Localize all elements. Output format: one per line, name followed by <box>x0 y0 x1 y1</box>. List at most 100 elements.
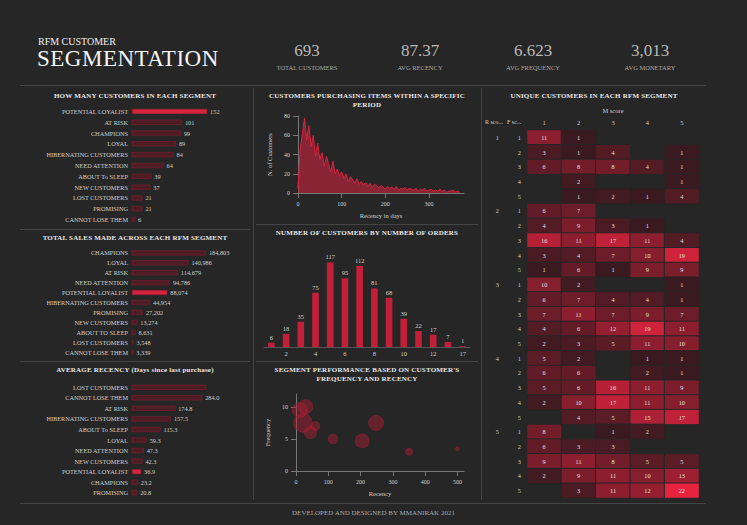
svg-text:CANNOT LOSE THEM: CANNOT LOSE THEM <box>65 216 128 223</box>
svg-text:20: 20 <box>284 171 290 177</box>
svg-text:140,986: 140,986 <box>191 259 211 266</box>
svg-text:40: 40 <box>284 152 290 158</box>
svg-text:1: 1 <box>680 296 683 303</box>
svg-text:100: 100 <box>324 479 333 485</box>
svg-text:7: 7 <box>680 311 683 318</box>
svg-text:89: 89 <box>179 140 185 147</box>
svg-text:2: 2 <box>284 350 287 357</box>
svg-text:10: 10 <box>575 399 581 406</box>
svg-text:5: 5 <box>518 266 521 273</box>
svg-text:8: 8 <box>543 428 546 435</box>
svg-text:115.3: 115.3 <box>163 426 177 433</box>
svg-text:21: 21 <box>145 205 151 212</box>
svg-text:6: 6 <box>577 325 580 332</box>
svg-text:LOST CUSTOMERS: LOST CUSTOMERS <box>73 384 128 391</box>
svg-text:95: 95 <box>342 269 349 276</box>
svg-text:94,786: 94,786 <box>173 279 190 286</box>
svg-text:PROMISING: PROMISING <box>93 489 128 496</box>
svg-text:9: 9 <box>543 458 546 465</box>
svg-text:11: 11 <box>644 399 650 406</box>
svg-text:11: 11 <box>576 237 582 244</box>
svg-text:3: 3 <box>611 222 614 229</box>
svg-text:68: 68 <box>386 289 393 296</box>
svg-text:10: 10 <box>644 472 650 479</box>
svg-text:3: 3 <box>611 119 614 126</box>
svg-text:1: 1 <box>680 369 683 376</box>
svg-text:39: 39 <box>401 310 408 317</box>
svg-text:1: 1 <box>646 193 649 200</box>
svg-text:1: 1 <box>543 266 546 273</box>
svg-text:5: 5 <box>518 193 521 200</box>
svg-text:CHAMPIONS: CHAMPIONS <box>91 479 129 486</box>
svg-text:2: 2 <box>577 281 580 288</box>
svg-text:22: 22 <box>415 322 422 329</box>
svg-text:NEED ATTENTION: NEED ATTENTION <box>75 447 128 454</box>
svg-text:3: 3 <box>577 443 580 450</box>
svg-text:8: 8 <box>577 163 580 170</box>
svg-text:4: 4 <box>518 178 522 185</box>
svg-text:10: 10 <box>644 252 650 259</box>
svg-text:11: 11 <box>576 311 582 318</box>
svg-text:7: 7 <box>611 311 614 318</box>
svg-text:2: 2 <box>577 355 580 362</box>
svg-text:300: 300 <box>425 201 434 207</box>
svg-text:44,954: 44,954 <box>153 299 171 306</box>
svg-text:1: 1 <box>577 149 580 156</box>
svg-text:10: 10 <box>541 281 547 288</box>
svg-text:0: 0 <box>285 468 288 474</box>
svg-text:400: 400 <box>421 479 430 485</box>
svg-text:POTENTIAL LOYALIST: POTENTIAL LOYALIST <box>62 289 128 296</box>
svg-text:5: 5 <box>611 414 614 421</box>
svg-text:2: 2 <box>543 472 546 479</box>
svg-text:HIBERNATING CUSTOMERS: HIBERNATING CUSTOMERS <box>46 299 128 306</box>
svg-text:3,548: 3,548 <box>136 339 150 346</box>
svg-text:4: 4 <box>314 350 318 357</box>
svg-text:117: 117 <box>325 253 335 260</box>
svg-text:17: 17 <box>430 326 437 333</box>
svg-text:1: 1 <box>518 355 521 362</box>
svg-text:13,274: 13,274 <box>140 319 158 326</box>
svg-text:ABOUT To SLEEP: ABOUT To SLEEP <box>78 173 128 180</box>
svg-text:9: 9 <box>577 222 580 229</box>
svg-text:4: 4 <box>543 222 547 229</box>
svg-text:4: 4 <box>646 163 650 170</box>
svg-text:500: 500 <box>453 479 462 485</box>
svg-text:7: 7 <box>446 333 450 340</box>
svg-text:39: 39 <box>154 173 160 180</box>
svg-text:5: 5 <box>680 119 683 126</box>
svg-text:LOYAL: LOYAL <box>107 437 128 444</box>
svg-text:8: 8 <box>373 350 376 357</box>
svg-text:35: 35 <box>298 313 305 320</box>
svg-text:5: 5 <box>680 458 683 465</box>
svg-text:5: 5 <box>543 355 546 362</box>
svg-text:HIBERNATING CUSTOMERS: HIBERNATING CUSTOMERS <box>46 151 128 158</box>
svg-text:9: 9 <box>680 384 683 391</box>
svg-text:4: 4 <box>680 237 684 244</box>
svg-text:4: 4 <box>518 325 522 332</box>
svg-text:6: 6 <box>543 207 546 214</box>
svg-text:CHAMPIONS: CHAMPIONS <box>91 249 129 256</box>
svg-text:3: 3 <box>543 252 546 259</box>
svg-text:36.9: 36.9 <box>144 468 155 475</box>
svg-text:9: 9 <box>646 266 649 273</box>
svg-text:2: 2 <box>518 369 521 376</box>
svg-text:1: 1 <box>680 281 683 288</box>
svg-text:12: 12 <box>430 350 437 357</box>
svg-text:11: 11 <box>644 384 650 391</box>
svg-text:8: 8 <box>611 163 614 170</box>
svg-text:CHAMPIONS: CHAMPIONS <box>91 130 129 137</box>
svg-text:112: 112 <box>355 257 365 264</box>
svg-text:2: 2 <box>496 207 499 214</box>
svg-text:4: 4 <box>680 193 684 200</box>
svg-text:114,679: 114,679 <box>181 269 201 276</box>
svg-text:1: 1 <box>518 207 521 214</box>
svg-text:2: 2 <box>577 178 580 185</box>
svg-text:0: 0 <box>297 201 300 207</box>
svg-text:16: 16 <box>610 384 616 391</box>
svg-text:3: 3 <box>518 384 521 391</box>
svg-text:NEW CUSTOMERS: NEW CUSTOMERS <box>75 458 129 465</box>
svg-text:2: 2 <box>518 296 521 303</box>
svg-text:2: 2 <box>646 428 649 435</box>
svg-text:184,803: 184,803 <box>209 249 229 256</box>
svg-text:13: 13 <box>679 472 685 479</box>
